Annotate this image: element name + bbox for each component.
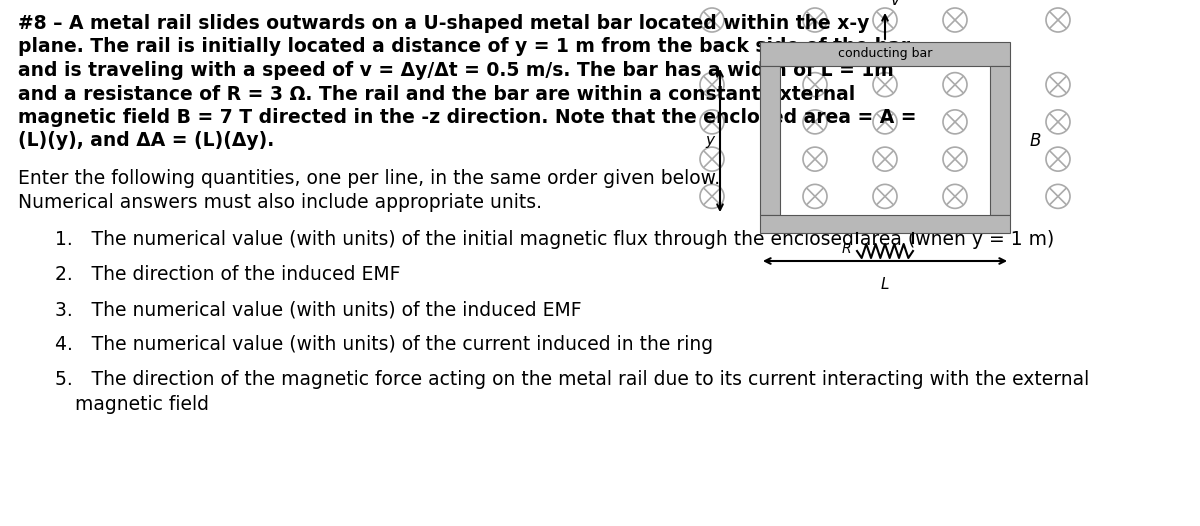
Text: 1. The numerical value (with units) of the initial magnetic flux through the enc: 1. The numerical value (with units) of t…: [55, 230, 1055, 249]
Bar: [760, 215, 1010, 233]
Text: magnetic field B = 7 T directed in the -z direction. Note that the enclosed area: magnetic field B = 7 T directed in the -…: [18, 108, 917, 127]
Text: and a resistance of R = 3 Ω. The rail and the bar are within a constant external: and a resistance of R = 3 Ω. The rail an…: [18, 85, 856, 104]
Text: Numerical answers must also include appropriate units.: Numerical answers must also include appr…: [18, 193, 542, 211]
Bar: [760, 42, 1010, 66]
Text: magnetic field: magnetic field: [74, 394, 209, 413]
Text: R: R: [841, 242, 851, 256]
Text: and is traveling with a speed of v = Δy/Δt = 0.5 m/s. The bar has a width of L =: and is traveling with a speed of v = Δy/…: [18, 61, 894, 80]
Text: v: v: [890, 0, 900, 8]
Text: 4. The numerical value (with units) of the current induced in the ring: 4. The numerical value (with units) of t…: [55, 335, 713, 354]
Text: y: y: [706, 133, 714, 148]
Text: plane. The rail is initially located a distance of y = 1 m from the back side of: plane. The rail is initially located a d…: [18, 37, 910, 56]
Bar: [990, 66, 1010, 215]
Text: 5. The direction of the magnetic force acting on the metal rail due to its curre: 5. The direction of the magnetic force a…: [55, 370, 1090, 389]
Text: B: B: [1030, 132, 1042, 149]
Text: #8 – A metal rail slides outwards on a U-shaped metal bar located within the x-y: #8 – A metal rail slides outwards on a U…: [18, 14, 869, 33]
Text: (L)(y), and ΔA = (L)(Δy).: (L)(y), and ΔA = (L)(Δy).: [18, 132, 275, 150]
Text: conducting bar: conducting bar: [838, 47, 932, 60]
Text: 3. The numerical value (with units) of the induced EMF: 3. The numerical value (with units) of t…: [55, 300, 582, 319]
Text: 2. The direction of the induced EMF: 2. The direction of the induced EMF: [55, 265, 401, 284]
Text: Enter the following quantities, one per line, in the same order given below.: Enter the following quantities, one per …: [18, 169, 720, 188]
Text: L: L: [881, 277, 889, 292]
Bar: [760, 66, 780, 215]
